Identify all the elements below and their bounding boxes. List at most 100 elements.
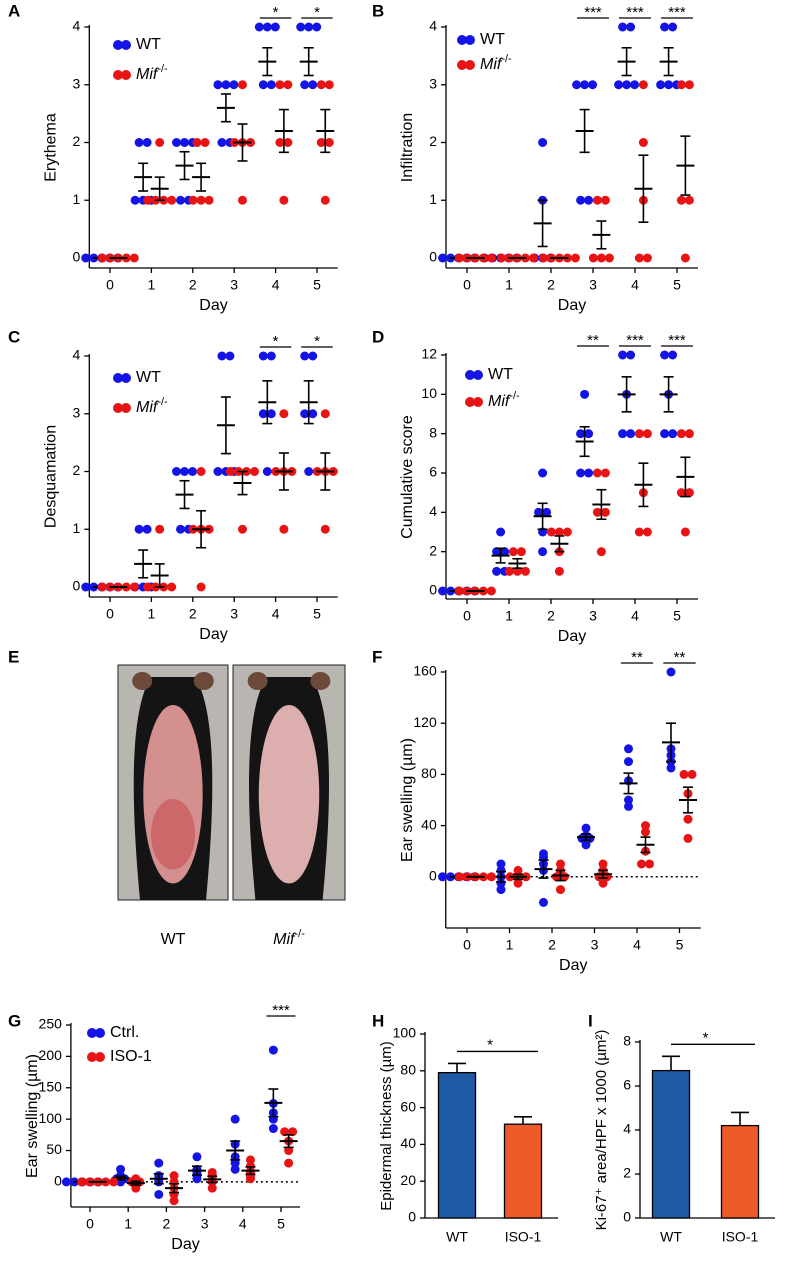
- error-bar: [220, 93, 231, 123]
- dot: [668, 429, 678, 439]
- dot: [109, 1177, 119, 1187]
- dot: [284, 1158, 294, 1168]
- error-bar: [320, 452, 331, 491]
- y-axis-label: Ki-67⁺ area/HPF x 1000 (µm²): [593, 1030, 610, 1231]
- error-bar: [303, 380, 314, 425]
- x-tick-label: 0: [86, 1216, 94, 1232]
- dot: [684, 195, 694, 205]
- dot: [324, 138, 334, 147]
- dot: [249, 467, 259, 476]
- dot: [188, 195, 198, 205]
- significance-label: *: [314, 4, 320, 21]
- y-tick-label: 2: [623, 1165, 631, 1181]
- dot: [225, 467, 235, 476]
- dot: [454, 253, 464, 263]
- error-bar: [621, 376, 632, 413]
- error-bar: [138, 162, 149, 192]
- dot: [598, 859, 608, 869]
- y-axis-label: Cumulative score: [399, 415, 416, 539]
- legend-marker: [457, 35, 467, 45]
- dot: [320, 409, 330, 419]
- y-tick-label: 100: [393, 1025, 417, 1041]
- mouse-ear: [310, 672, 331, 690]
- x-tick-label: 1: [505, 277, 513, 293]
- dot: [496, 527, 506, 537]
- dot: [167, 195, 177, 205]
- x-tick-label: 1: [124, 1216, 132, 1232]
- y-tick-label: 3: [73, 75, 81, 91]
- error-bar: [448, 1062, 466, 1073]
- dot: [176, 524, 186, 534]
- legend-marker: [121, 403, 131, 413]
- x-tick-label: 3: [230, 606, 238, 622]
- dot: [169, 1196, 179, 1206]
- y-tick-label: 10: [421, 385, 437, 401]
- dot: [538, 547, 548, 557]
- label-superscript: -/-: [294, 928, 305, 940]
- dot: [308, 351, 318, 361]
- y-tick-label: 4: [623, 1121, 631, 1137]
- x-tick-label: 1: [505, 608, 513, 624]
- label-name: Ctrl.: [110, 1024, 139, 1041]
- legend-marker: [95, 1052, 105, 1062]
- x-tick-label: 0: [106, 606, 114, 622]
- dot: [638, 138, 648, 147]
- dot: [538, 468, 548, 478]
- dot: [217, 138, 227, 147]
- dot: [504, 566, 514, 576]
- dot: [668, 22, 678, 32]
- dot: [626, 429, 636, 439]
- dot: [680, 253, 690, 263]
- dot: [680, 527, 690, 537]
- y-tick-label: 0: [623, 1209, 631, 1225]
- y-tick-label: 3: [73, 404, 81, 420]
- label: WT: [488, 366, 513, 383]
- dot: [624, 801, 633, 811]
- bar: [720, 1124, 760, 1219]
- label: Ctrl.: [110, 1024, 139, 1041]
- legend-marker: [465, 370, 475, 380]
- x-tick-label: WT: [446, 1229, 468, 1245]
- legend-marker: [473, 397, 483, 407]
- dot: [77, 1177, 87, 1187]
- y-tick-label: 4: [73, 347, 81, 363]
- dot: [539, 897, 548, 907]
- dot: [172, 138, 182, 147]
- dot: [200, 138, 210, 147]
- dot: [580, 80, 590, 90]
- significance-label: *: [273, 333, 279, 350]
- dot: [262, 467, 272, 476]
- dot: [487, 872, 496, 882]
- dot: [154, 1158, 164, 1168]
- dot: [576, 429, 586, 439]
- dot: [596, 547, 606, 557]
- y-tick-label: 160: [413, 663, 437, 679]
- dot: [588, 80, 598, 90]
- y-tick-label: 80: [421, 765, 437, 781]
- dot: [230, 1158, 240, 1168]
- dot: [641, 827, 650, 837]
- x-tick-label: 1: [506, 937, 514, 953]
- dot: [556, 859, 565, 869]
- dot: [237, 195, 247, 205]
- dot: [684, 488, 694, 498]
- dot: [676, 429, 686, 439]
- x-tick-label: 0: [106, 277, 114, 293]
- dot: [637, 859, 646, 869]
- dot: [600, 195, 610, 205]
- dot: [237, 524, 247, 534]
- y-tick-label: 50: [46, 1141, 62, 1157]
- dot: [496, 859, 506, 869]
- dot: [626, 22, 636, 32]
- legend-marker: [465, 35, 475, 45]
- x-tick-label: ISO-1: [505, 1229, 542, 1245]
- x-tick-label: 4: [633, 937, 641, 953]
- error-bar: [237, 123, 248, 162]
- dot: [176, 195, 186, 205]
- dot: [230, 1164, 240, 1174]
- error-bar: [196, 162, 207, 192]
- label-name: ISO-1: [110, 1048, 152, 1065]
- error-bar: [179, 150, 190, 181]
- dot: [142, 524, 152, 534]
- significance-label: ***: [668, 4, 686, 21]
